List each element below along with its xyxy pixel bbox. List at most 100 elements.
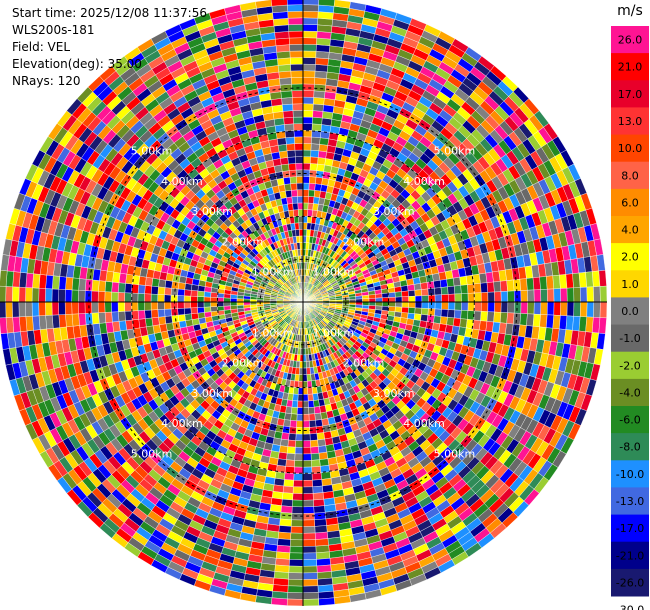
velocity-gate: [111, 281, 120, 293]
velocity-gate: [71, 301, 79, 315]
velocity-gate: [532, 276, 541, 291]
velocity-gate: [302, 367, 307, 375]
velocity-gate: [280, 505, 293, 514]
velocity-gate: [434, 301, 442, 310]
velocity-gate: [573, 287, 581, 303]
velocity-gate: [38, 288, 46, 303]
velocity-gate: [368, 301, 376, 306]
velocity-gate: [552, 314, 561, 330]
velocity-gate: [316, 163, 325, 172]
velocity-gate: [84, 301, 92, 314]
velocity-gate: [308, 196, 315, 204]
velocity-gate: [319, 137, 330, 146]
velocity-gate: [177, 288, 185, 296]
velocity-gate: [316, 37, 331, 46]
velocity-gate: [415, 295, 423, 303]
velocity-gate: [315, 551, 331, 560]
velocity-gate: [31, 301, 40, 317]
velocity-gate: [573, 301, 581, 317]
velocity-gate: [312, 103, 324, 112]
velocity-gate: [302, 70, 316, 78]
velocity-gate: [294, 460, 304, 468]
velocity-gate: [312, 393, 319, 401]
velocity-gate: [302, 394, 309, 402]
velocity-gate: [97, 291, 106, 303]
velocity-gate: [401, 290, 409, 297]
velocity-gate: [78, 278, 87, 291]
velocity-gate: [71, 289, 79, 303]
velocity-gate: [394, 291, 403, 298]
velocity-gate: [150, 293, 158, 303]
velocity-gate: [452, 317, 461, 328]
velocity-gate: [313, 406, 321, 414]
velocity-gate: [302, 499, 314, 508]
velocity-gate: [314, 531, 329, 540]
velocity-gate: [388, 297, 396, 303]
velocity-gate: [276, 545, 291, 553]
velocity-gate: [439, 316, 448, 325]
velocity-gate: [302, 433, 311, 441]
velocity-gate: [302, 156, 311, 164]
velocity-gate: [124, 283, 133, 294]
velocity-gate: [277, 538, 291, 547]
velocity-gate: [408, 290, 416, 297]
velocity-gate: [197, 290, 205, 297]
velocity-gate: [302, 189, 310, 197]
velocity-gate: [459, 275, 468, 286]
velocity-gate: [506, 279, 515, 292]
velocity-gate: [460, 310, 469, 320]
velocity-gate: [408, 307, 416, 314]
velocity-gate: [271, 597, 288, 606]
velocity-gate: [177, 301, 185, 309]
velocity-gate: [362, 294, 370, 300]
velocity-gate: [302, 229, 307, 237]
velocity-gate: [203, 291, 212, 298]
velocity-gate: [500, 280, 508, 292]
velocity-gate: [320, 411, 328, 420]
velocity-gate: [283, 419, 291, 428]
velocity-gate: [415, 301, 423, 309]
velocity-gate: [312, 117, 323, 125]
velocity-gate: [293, 480, 304, 488]
velocity-gate: [316, 31, 332, 40]
velocity-gate: [91, 290, 99, 303]
velocity-gate: [388, 292, 396, 298]
velocity-gate: [58, 301, 66, 315]
velocity-gate: [45, 301, 53, 316]
velocity-gate: [307, 202, 314, 211]
velocity-gate: [302, 90, 315, 98]
velocity-gate: [302, 592, 319, 600]
velocity-gate: [318, 597, 335, 606]
velocity-gate: [313, 90, 326, 99]
velocity-gate: [474, 301, 482, 312]
velocity-gate: [302, 546, 317, 554]
velocity-gate: [507, 301, 515, 314]
velocity-gate: [439, 279, 448, 288]
velocity-gate: [137, 293, 145, 303]
velocity-gate: [599, 301, 608, 319]
velocity-gate: [151, 285, 159, 295]
velocity-gate: [111, 311, 120, 323]
velocity-gate: [164, 287, 172, 296]
velocity-gate: [446, 317, 455, 327]
velocity-gate: [78, 313, 87, 326]
velocity-gate: [506, 312, 515, 325]
velocity-gate: [184, 313, 193, 321]
velocity-gate: [291, 513, 304, 521]
velocity-gate: [307, 209, 313, 217]
velocity-gate: [586, 286, 594, 303]
velocity-gate: [289, 552, 304, 560]
velocity-gate: [408, 295, 416, 303]
velocity-gate: [118, 311, 126, 322]
velocity-gate: [184, 283, 193, 291]
velocity-gate: [164, 280, 173, 289]
velocity-gate: [420, 282, 429, 290]
velocity-gate: [454, 285, 462, 295]
velocity-gate: [0, 270, 8, 287]
velocity-gate: [307, 387, 313, 395]
velocity-gate: [302, 182, 310, 190]
velocity-gate: [539, 314, 548, 328]
velocity-gate: [302, 17, 319, 25]
velocity-gate: [302, 480, 313, 488]
velocity-gate: [434, 294, 442, 303]
